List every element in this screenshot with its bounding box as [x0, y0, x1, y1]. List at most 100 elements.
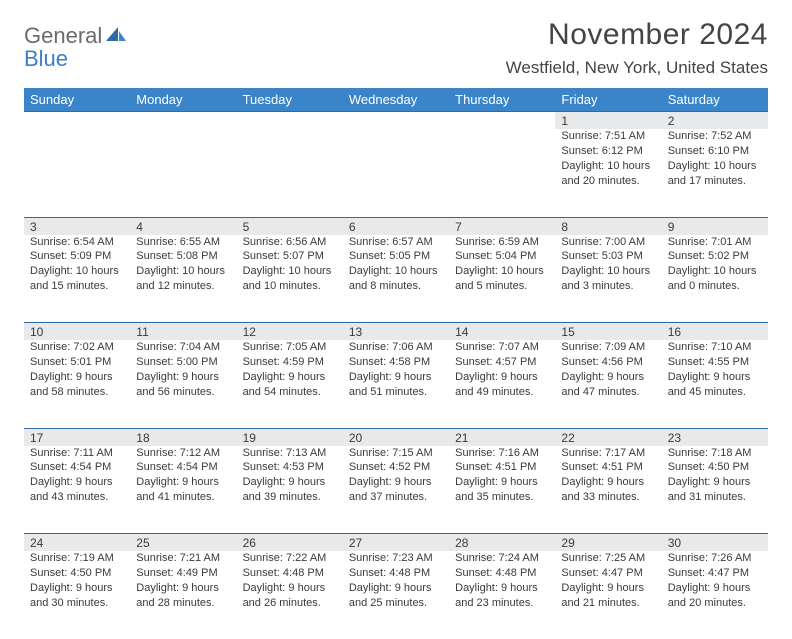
daylight-text: Daylight: 9 hours and 31 minutes.: [668, 475, 762, 505]
day-number-row: 10111213141516: [24, 323, 768, 341]
sunset-text: Sunset: 4:53 PM: [243, 460, 337, 475]
daylight-text: Daylight: 9 hours and 58 minutes.: [30, 370, 124, 400]
daylight-text: Daylight: 10 hours and 3 minutes.: [561, 264, 655, 294]
daylight-text: Daylight: 9 hours and 56 minutes.: [136, 370, 230, 400]
day-cell: Sunrise: 7:00 AMSunset: 5:03 PMDaylight:…: [555, 235, 661, 323]
weekday-header: Saturday: [662, 88, 768, 112]
weekday-header: Thursday: [449, 88, 555, 112]
day-number-cell: 20: [343, 428, 449, 446]
day-cell: Sunrise: 7:24 AMSunset: 4:48 PMDaylight:…: [449, 551, 555, 639]
day-cell: Sunrise: 7:11 AMSunset: 4:54 PMDaylight:…: [24, 446, 130, 534]
sunrise-text: Sunrise: 7:52 AM: [668, 129, 762, 144]
day-cell: Sunrise: 7:07 AMSunset: 4:57 PMDaylight:…: [449, 340, 555, 428]
daylight-text: Daylight: 9 hours and 51 minutes.: [349, 370, 443, 400]
day-number-cell: 17: [24, 428, 130, 446]
sunrise-text: Sunrise: 7:23 AM: [349, 551, 443, 566]
sunrise-text: Sunrise: 7:07 AM: [455, 340, 549, 355]
day-number-cell: 12: [237, 323, 343, 341]
day-number-row: 17181920212223: [24, 428, 768, 446]
sunset-text: Sunset: 6:12 PM: [561, 144, 655, 159]
sunrise-text: Sunrise: 7:51 AM: [561, 129, 655, 144]
sunset-text: Sunset: 4:48 PM: [243, 566, 337, 581]
sunset-text: Sunset: 4:50 PM: [668, 460, 762, 475]
daylight-text: Daylight: 9 hours and 45 minutes.: [668, 370, 762, 400]
day-cell: Sunrise: 7:12 AMSunset: 4:54 PMDaylight:…: [130, 446, 236, 534]
sunrise-text: Sunrise: 7:04 AM: [136, 340, 230, 355]
day-cell: Sunrise: 7:25 AMSunset: 4:47 PMDaylight:…: [555, 551, 661, 639]
day-number-row: 24252627282930: [24, 534, 768, 552]
sunrise-text: Sunrise: 7:10 AM: [668, 340, 762, 355]
daylight-text: Daylight: 9 hours and 25 minutes.: [349, 581, 443, 611]
daylight-text: Daylight: 9 hours and 41 minutes.: [136, 475, 230, 505]
week-row: Sunrise: 6:54 AMSunset: 5:09 PMDaylight:…: [24, 235, 768, 323]
weekday-header: Sunday: [24, 88, 130, 112]
weekday-header: Tuesday: [237, 88, 343, 112]
sunrise-text: Sunrise: 7:13 AM: [243, 446, 337, 461]
weekday-header: Monday: [130, 88, 236, 112]
day-number-cell: 16: [662, 323, 768, 341]
sunset-text: Sunset: 4:54 PM: [30, 460, 124, 475]
sunset-text: Sunset: 4:51 PM: [561, 460, 655, 475]
sunset-text: Sunset: 4:54 PM: [136, 460, 230, 475]
sunset-text: Sunset: 5:00 PM: [136, 355, 230, 370]
logo-text: General Blue: [24, 22, 128, 70]
sunset-text: Sunset: 4:55 PM: [668, 355, 762, 370]
day-number-cell: 23: [662, 428, 768, 446]
logo-word-general: General: [24, 23, 102, 48]
day-number-cell: 19: [237, 428, 343, 446]
sunset-text: Sunset: 5:02 PM: [668, 249, 762, 264]
day-cell: Sunrise: 7:09 AMSunset: 4:56 PMDaylight:…: [555, 340, 661, 428]
day-cell: Sunrise: 6:55 AMSunset: 5:08 PMDaylight:…: [130, 235, 236, 323]
day-number-cell: 9: [662, 217, 768, 235]
day-cell: Sunrise: 7:21 AMSunset: 4:49 PMDaylight:…: [130, 551, 236, 639]
sunrise-text: Sunrise: 7:06 AM: [349, 340, 443, 355]
day-number-cell: 24: [24, 534, 130, 552]
sunrise-text: Sunrise: 7:21 AM: [136, 551, 230, 566]
sunrise-text: Sunrise: 7:00 AM: [561, 235, 655, 250]
sunset-text: Sunset: 5:08 PM: [136, 249, 230, 264]
sunset-text: Sunset: 6:10 PM: [668, 144, 762, 159]
daylight-text: Daylight: 10 hours and 12 minutes.: [136, 264, 230, 294]
day-number-cell: 30: [662, 534, 768, 552]
daylight-text: Daylight: 9 hours and 21 minutes.: [561, 581, 655, 611]
sunrise-text: Sunrise: 6:54 AM: [30, 235, 124, 250]
daylight-text: Daylight: 9 hours and 28 minutes.: [136, 581, 230, 611]
day-cell: Sunrise: 7:05 AMSunset: 4:59 PMDaylight:…: [237, 340, 343, 428]
sunset-text: Sunset: 4:49 PM: [136, 566, 230, 581]
title-block: November 2024 Westfield, New York, Unite…: [506, 18, 768, 78]
day-cell: Sunrise: 7:01 AMSunset: 5:02 PMDaylight:…: [662, 235, 768, 323]
daylight-text: Daylight: 10 hours and 20 minutes.: [561, 159, 655, 189]
sunrise-text: Sunrise: 7:16 AM: [455, 446, 549, 461]
daylight-text: Daylight: 9 hours and 54 minutes.: [243, 370, 337, 400]
daylight-text: Daylight: 10 hours and 17 minutes.: [668, 159, 762, 189]
day-number-cell: 7: [449, 217, 555, 235]
day-number-cell: 18: [130, 428, 236, 446]
day-number-cell: 28: [449, 534, 555, 552]
month-title: November 2024: [506, 18, 768, 52]
day-cell: [130, 129, 236, 217]
day-number-cell: 1: [555, 112, 661, 130]
day-cell: Sunrise: 7:51 AMSunset: 6:12 PMDaylight:…: [555, 129, 661, 217]
daylight-text: Daylight: 9 hours and 33 minutes.: [561, 475, 655, 505]
daylight-text: Daylight: 10 hours and 10 minutes.: [243, 264, 337, 294]
daylight-text: Daylight: 10 hours and 15 minutes.: [30, 264, 124, 294]
sunrise-text: Sunrise: 7:15 AM: [349, 446, 443, 461]
sunset-text: Sunset: 4:51 PM: [455, 460, 549, 475]
sunset-text: Sunset: 4:47 PM: [561, 566, 655, 581]
weekday-header: Friday: [555, 88, 661, 112]
day-cell: [24, 129, 130, 217]
daylight-text: Daylight: 9 hours and 47 minutes.: [561, 370, 655, 400]
day-cell: Sunrise: 7:04 AMSunset: 5:00 PMDaylight:…: [130, 340, 236, 428]
sunset-text: Sunset: 5:01 PM: [30, 355, 124, 370]
logo-word-blue: Blue: [24, 46, 68, 71]
sunset-text: Sunset: 4:59 PM: [243, 355, 337, 370]
daylight-text: Daylight: 9 hours and 26 minutes.: [243, 581, 337, 611]
week-row: Sunrise: 7:02 AMSunset: 5:01 PMDaylight:…: [24, 340, 768, 428]
daylight-text: Daylight: 9 hours and 43 minutes.: [30, 475, 124, 505]
day-cell: Sunrise: 6:57 AMSunset: 5:05 PMDaylight:…: [343, 235, 449, 323]
day-number-cell: [237, 112, 343, 130]
day-number-cell: [24, 112, 130, 130]
sunset-text: Sunset: 5:04 PM: [455, 249, 549, 264]
day-number-cell: 29: [555, 534, 661, 552]
week-row: Sunrise: 7:19 AMSunset: 4:50 PMDaylight:…: [24, 551, 768, 639]
